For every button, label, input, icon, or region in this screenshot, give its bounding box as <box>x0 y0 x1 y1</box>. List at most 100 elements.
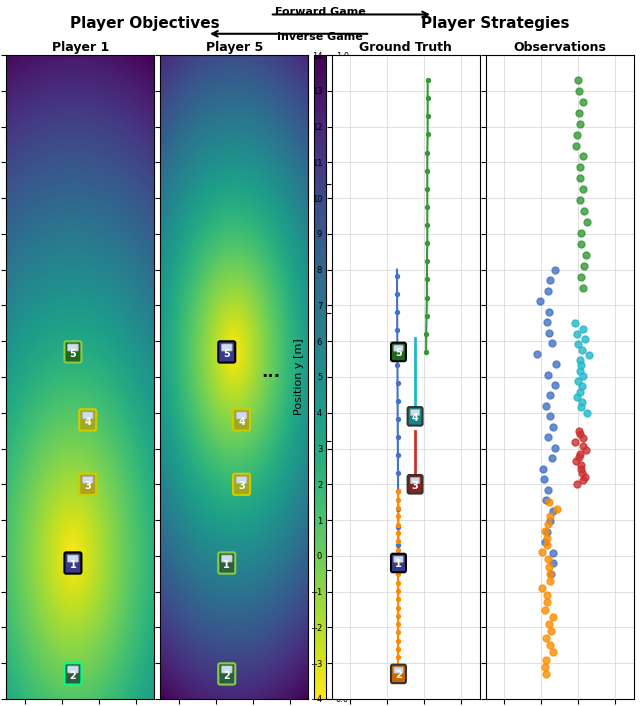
FancyBboxPatch shape <box>218 341 236 363</box>
Point <box>582 407 593 419</box>
FancyBboxPatch shape <box>391 554 406 573</box>
Point <box>578 441 588 452</box>
Point <box>547 337 557 349</box>
Point <box>545 390 556 401</box>
Point <box>421 310 431 321</box>
Text: Player Strategies: Player Strategies <box>421 16 570 31</box>
Point <box>392 342 403 353</box>
Text: Inverse Game: Inverse Game <box>277 32 363 42</box>
Point <box>573 107 584 119</box>
Point <box>393 522 403 533</box>
Text: 1: 1 <box>395 559 402 569</box>
Point <box>537 546 547 558</box>
FancyBboxPatch shape <box>221 555 232 562</box>
Point <box>541 633 552 644</box>
Point <box>576 238 586 249</box>
Point <box>422 147 433 158</box>
Point <box>422 201 433 213</box>
Point <box>422 292 432 303</box>
Text: ···: ··· <box>262 368 281 386</box>
FancyBboxPatch shape <box>236 412 247 419</box>
Point <box>577 397 588 408</box>
Point <box>394 610 404 621</box>
Point <box>550 379 561 390</box>
Point <box>575 429 586 440</box>
Point <box>422 237 433 249</box>
Point <box>392 360 403 371</box>
Point <box>532 348 542 359</box>
Point <box>422 256 432 267</box>
Point <box>545 568 555 580</box>
Text: 3: 3 <box>412 481 419 491</box>
Point <box>574 452 584 463</box>
Point <box>577 271 587 282</box>
Point <box>572 391 582 402</box>
Point <box>578 433 588 444</box>
Point <box>394 510 404 522</box>
FancyBboxPatch shape <box>68 555 78 562</box>
Point <box>422 165 433 176</box>
Point <box>393 450 403 461</box>
Title: Player 5: Player 5 <box>205 41 263 54</box>
Point <box>547 453 557 464</box>
Point <box>422 183 433 194</box>
FancyBboxPatch shape <box>221 666 232 673</box>
Point <box>581 249 591 261</box>
Text: 2: 2 <box>395 670 402 681</box>
Point <box>540 537 550 548</box>
Point <box>394 635 404 647</box>
Point <box>392 414 403 425</box>
Point <box>394 486 404 497</box>
Point <box>541 539 552 551</box>
Point <box>575 365 585 376</box>
Point <box>544 327 554 338</box>
FancyBboxPatch shape <box>236 477 247 484</box>
Point <box>544 618 554 630</box>
Point <box>570 318 580 329</box>
FancyBboxPatch shape <box>68 666 78 673</box>
Text: 5: 5 <box>70 349 76 359</box>
Point <box>392 324 403 335</box>
Point <box>421 346 431 357</box>
Point <box>579 260 589 271</box>
Point <box>543 285 553 297</box>
Text: 5: 5 <box>395 348 402 358</box>
Point <box>546 626 556 637</box>
Text: 3: 3 <box>238 481 245 491</box>
Point <box>545 640 555 651</box>
Title: Observations: Observations <box>513 41 606 54</box>
Point <box>394 602 404 614</box>
Point <box>540 661 550 672</box>
Point <box>575 162 586 173</box>
Point <box>552 503 562 515</box>
Text: 5: 5 <box>223 349 230 359</box>
Point <box>548 505 558 517</box>
Point <box>580 444 591 455</box>
Point <box>394 627 404 638</box>
Point <box>575 448 586 460</box>
Text: 3: 3 <box>84 481 91 491</box>
Point <box>540 525 550 537</box>
FancyBboxPatch shape <box>410 409 420 416</box>
Point <box>572 328 582 340</box>
Point <box>422 111 433 122</box>
Point <box>543 518 553 530</box>
Point <box>545 515 555 527</box>
Point <box>392 306 403 317</box>
Point <box>542 526 552 537</box>
FancyBboxPatch shape <box>218 552 236 574</box>
Text: 2: 2 <box>223 671 230 681</box>
FancyBboxPatch shape <box>83 412 93 419</box>
Text: Forward Game: Forward Game <box>275 7 365 17</box>
Point <box>576 227 586 239</box>
Point <box>542 597 552 608</box>
Point <box>548 547 558 558</box>
Point <box>392 378 403 389</box>
Point <box>422 74 433 85</box>
Point <box>548 421 558 433</box>
Point <box>578 282 588 293</box>
Point <box>542 316 552 328</box>
Title: Ground Truth: Ground Truth <box>360 41 452 54</box>
Point <box>393 467 403 479</box>
Point <box>422 128 433 140</box>
